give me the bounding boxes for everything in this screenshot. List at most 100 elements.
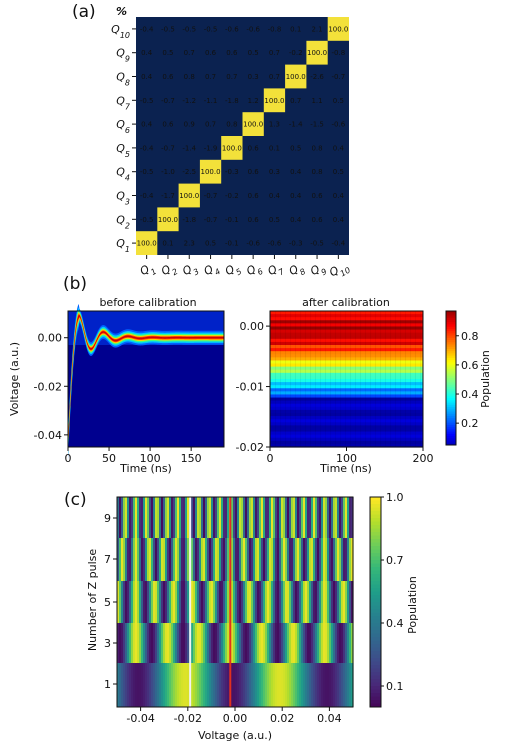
z-pulse-cell — [169, 663, 172, 707]
z-pulse-cell — [335, 581, 338, 623]
z-pulse-cell — [327, 497, 330, 538]
matrix-value: -0.4 — [332, 240, 346, 248]
matrix-value: 0.7 — [269, 73, 280, 81]
matrix-value: 0.9 — [184, 121, 195, 129]
z-pulse-cell — [205, 538, 208, 581]
z-pulse-cell — [331, 623, 334, 663]
z-pulse-cell — [231, 623, 234, 663]
heatmap-row — [270, 348, 423, 352]
z-pulse-cell — [271, 581, 274, 623]
colorbar-segment — [370, 700, 381, 704]
matrix-value: 0.1 — [162, 240, 173, 248]
colorbar-segment — [370, 633, 381, 638]
colorbar-segment — [370, 637, 381, 641]
z-pulse-cell — [249, 538, 252, 581]
heatmap-row — [270, 400, 423, 405]
after-heatmap — [270, 311, 423, 448]
z-pulse-cell — [299, 623, 302, 663]
z-pulse-cell — [131, 581, 134, 623]
z-pulse-cell — [251, 538, 254, 581]
z-pulse-cell — [237, 538, 240, 581]
z-pulse-cell — [333, 663, 336, 707]
z-pulse-cell — [251, 497, 254, 538]
z-pulse-cell — [247, 497, 250, 538]
matrix-value: 0.3 — [269, 168, 280, 176]
z-pulse-cell — [279, 581, 282, 623]
z-pulse-cell — [283, 663, 286, 707]
z-pulse-cell — [231, 581, 234, 623]
colorbar-segment — [370, 682, 381, 687]
matrix-value: 0.4 — [290, 216, 302, 224]
colorbar-segment — [370, 525, 381, 529]
colorbar-segment — [446, 328, 456, 332]
z-pulse-cell — [351, 581, 354, 623]
colorbar-segment — [446, 317, 456, 321]
z-pulse-cell — [243, 623, 246, 663]
z-pulse-cell — [259, 538, 262, 581]
z-pulse-cell — [309, 497, 312, 538]
z-pulse-cell — [177, 663, 180, 707]
colorbar-segment — [446, 400, 456, 404]
z-pulse-cell — [145, 581, 148, 623]
heatmap-texture — [350, 311, 351, 447]
colorbar-segment — [446, 424, 456, 428]
z-pulse-cell — [267, 623, 270, 663]
colorbar-segment — [446, 402, 456, 406]
colorbar-segment — [446, 319, 456, 323]
z-pulse-cell — [131, 538, 134, 581]
x-tick-label: Q8 — [287, 260, 307, 281]
x-tick-label: Q6 — [244, 260, 264, 281]
colorbar-segment — [370, 574, 381, 578]
heatmap-texture — [395, 311, 396, 447]
matrix-value: 0.8 — [226, 121, 237, 129]
z-pulse-cell — [197, 497, 200, 538]
colorbar-segment — [446, 378, 456, 381]
colorbar-segment — [370, 560, 381, 564]
z-pulse-cell — [185, 497, 188, 538]
z-pulse-cell — [309, 623, 312, 663]
z-pulse-cell — [297, 623, 300, 663]
z-pulse-cell — [209, 663, 212, 707]
z-pulse-cell — [303, 623, 306, 663]
z-pulse-cell — [239, 581, 242, 623]
z-pulse-cell — [345, 538, 348, 581]
matrix-value: 100.0 — [243, 121, 263, 129]
colorbar-segment — [446, 333, 456, 337]
heatmap-texture — [290, 311, 291, 447]
matrix-value: -0.6 — [225, 25, 239, 33]
z-pulse-cell — [139, 623, 142, 663]
colorbar-segment — [446, 337, 456, 341]
z-pulse-cell — [235, 623, 238, 663]
z-pulse-cell — [289, 497, 292, 538]
colorbar-segment — [446, 340, 456, 343]
matrix-value: 100.0 — [222, 144, 242, 152]
z-pulse-cell — [173, 623, 176, 663]
colorbar-tick-label: 0.2 — [461, 417, 479, 430]
z-pulse-cell — [329, 538, 332, 581]
z-pulse-cell — [233, 497, 236, 538]
z-pulse-cell — [179, 581, 182, 623]
z-pulse-cell — [301, 497, 304, 538]
z-pulse-cell — [135, 663, 138, 707]
z-pulse-cell — [123, 663, 126, 707]
matrix-value: 0.6 — [311, 192, 323, 200]
z-pulse-cell — [183, 623, 186, 663]
z-pulse-cell — [239, 538, 242, 581]
z-pulse-cell — [267, 538, 270, 581]
z-pulse-cell — [221, 623, 224, 663]
z-pulse-cell — [209, 538, 212, 581]
z-pulse-cell — [177, 538, 180, 581]
z-pulse-cell — [139, 663, 142, 707]
heatmap-row — [270, 326, 423, 331]
colorbar-segment — [370, 654, 381, 659]
calibration-ticks: 0 50 100 150 -0.04 -0.02 0.00 0 100 200 -0.02 -0.01… — [34, 320, 434, 465]
z-pulse-cell — [187, 497, 190, 538]
z-pulse-x-tick-label: -0.04 — [126, 712, 154, 725]
z-pulse-cell — [121, 538, 124, 581]
z-pulse-cell — [203, 581, 206, 623]
z-pulse-cell — [253, 581, 256, 623]
heatmap-row — [270, 341, 423, 346]
z-pulse-cell — [345, 581, 348, 623]
z-pulse-cell — [227, 623, 230, 663]
